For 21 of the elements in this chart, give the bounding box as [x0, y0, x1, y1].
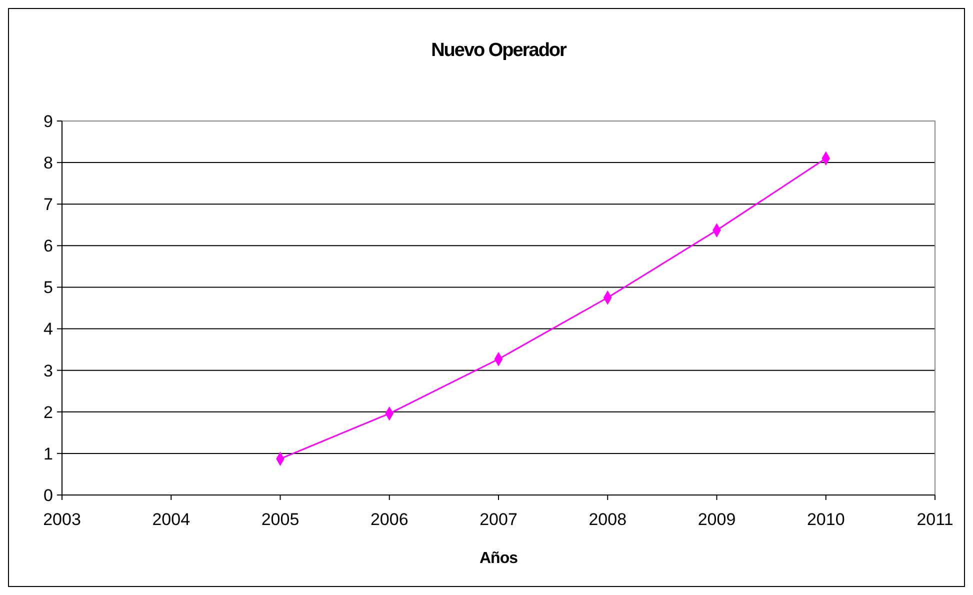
y-tick-label: 8	[44, 154, 53, 173]
x-tick-label: 2006	[370, 510, 408, 529]
y-tick-label: 0	[44, 486, 53, 505]
x-tick-label: 2004	[152, 510, 190, 529]
y-tick-label: 5	[44, 278, 53, 298]
y-tick-label: 6	[44, 236, 53, 256]
x-axis-title: Años	[480, 550, 518, 567]
x-tick-label: 2011	[916, 510, 954, 529]
x-tick-label: 2008	[588, 510, 627, 529]
chart-title: Nuevo Operador	[431, 40, 568, 61]
x-tick-label: 2009	[698, 510, 736, 529]
x-tick-label: 2007	[480, 510, 518, 529]
y-tick-label: 1	[44, 444, 53, 464]
x-tick-label: 2003	[43, 510, 81, 529]
x-tick-label: 2005	[261, 510, 300, 529]
y-tick-label: 2	[44, 402, 53, 422]
y-tick-label: 3	[44, 361, 53, 380]
y-tick-label: 9	[44, 112, 53, 131]
x-tick-label: 2010	[806, 510, 845, 529]
y-tick-label: 7	[44, 195, 53, 214]
y-tick-label: 4	[44, 320, 53, 339]
